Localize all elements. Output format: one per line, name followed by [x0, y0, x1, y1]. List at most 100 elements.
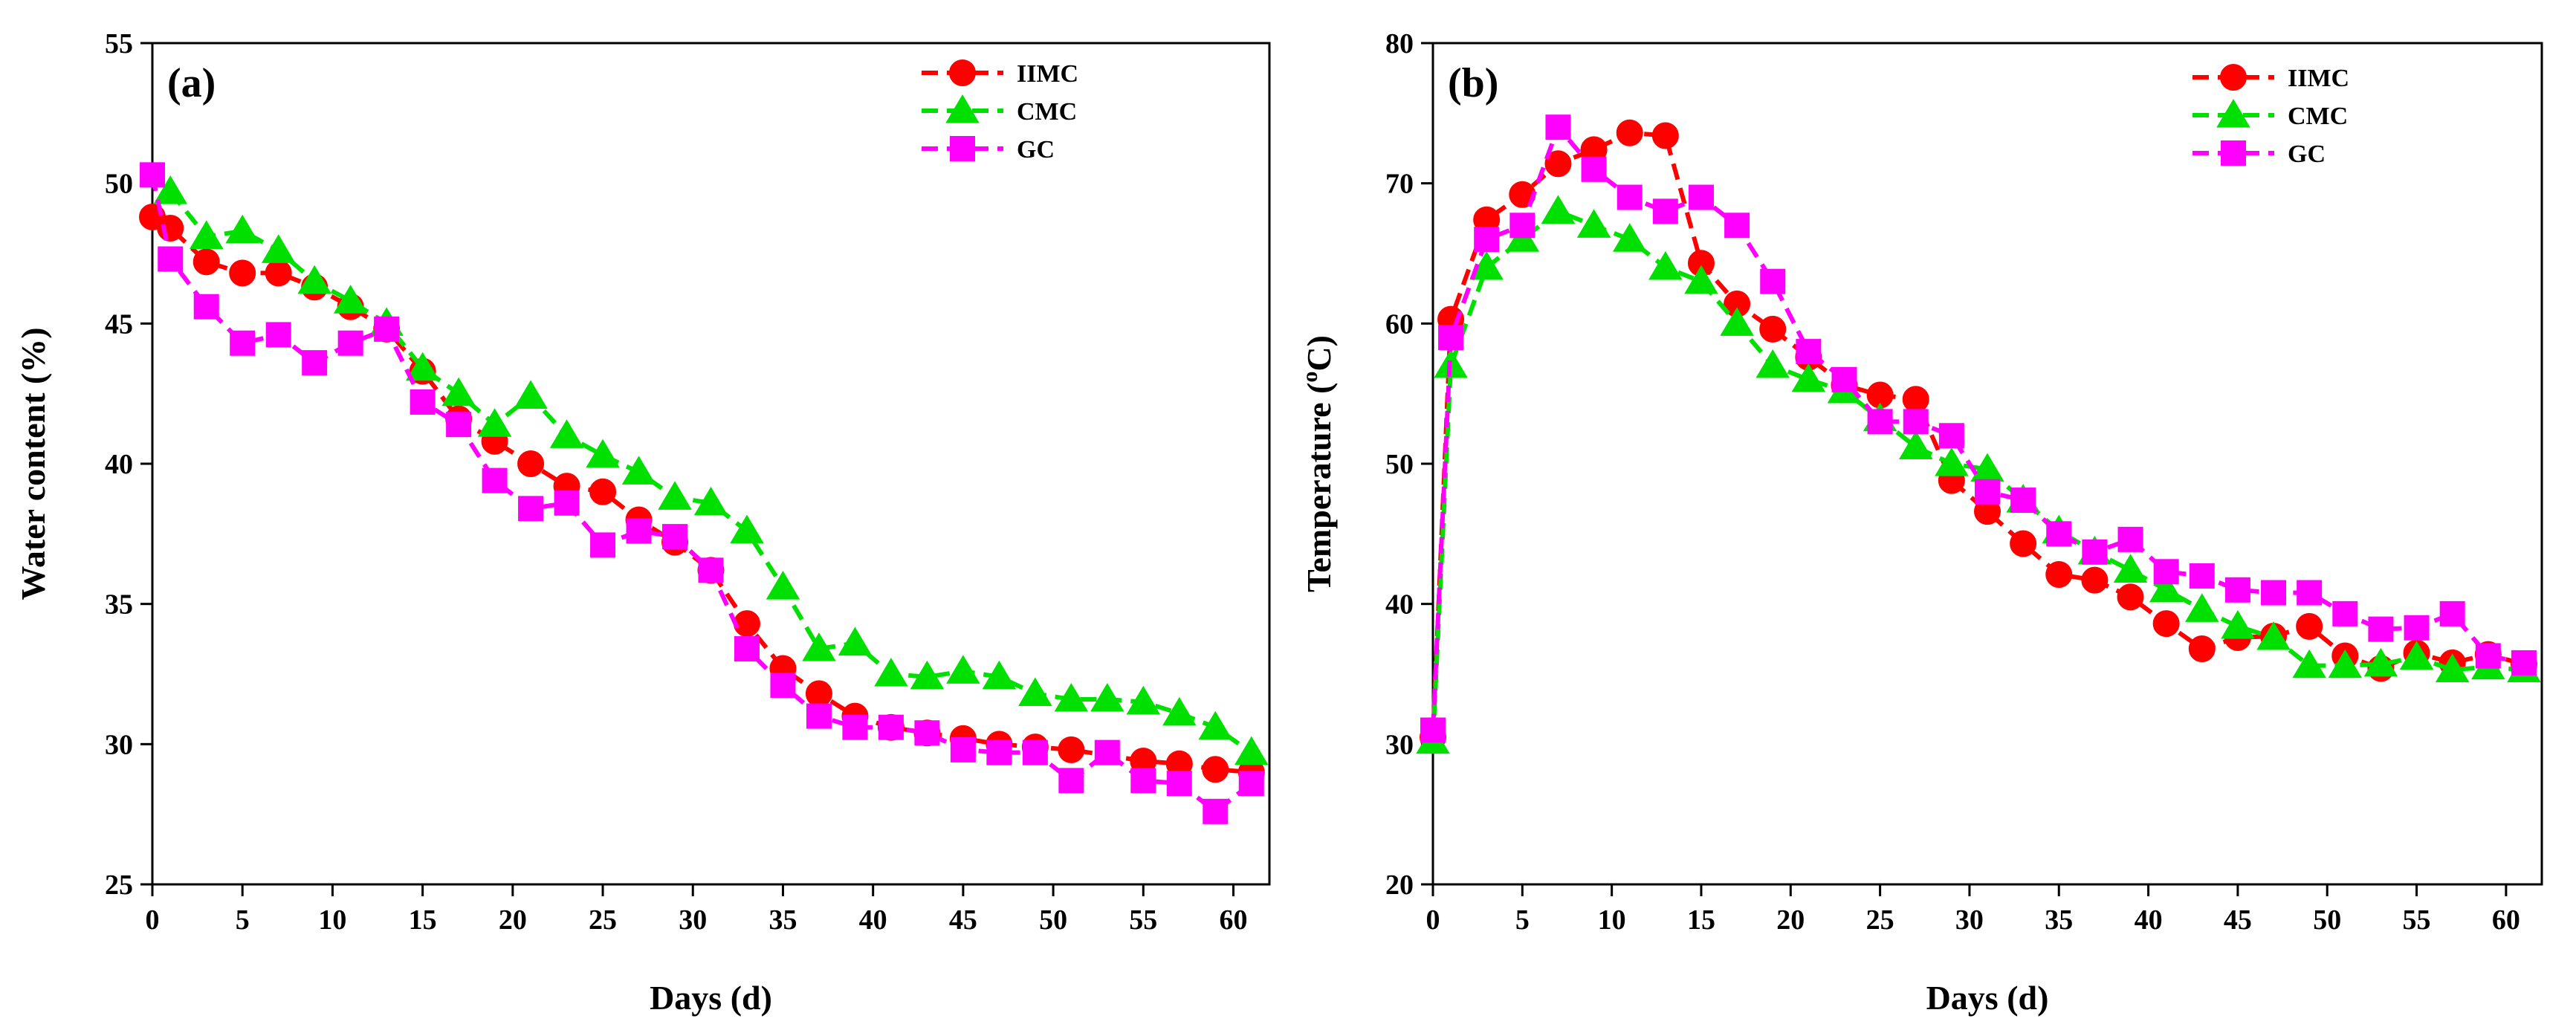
data-point: [1545, 114, 1571, 140]
data-point: [1198, 710, 1233, 740]
data-point: [333, 285, 368, 314]
data-point: [2404, 615, 2430, 641]
data-point: [1938, 423, 1964, 449]
data-point: [1166, 771, 1192, 797]
data-point: [158, 246, 184, 272]
data-point: [950, 736, 976, 762]
data-point: [441, 377, 476, 407]
x-tick-label: 30: [1955, 904, 1984, 936]
data-point: [2297, 580, 2323, 606]
legend-label: CMC: [2288, 103, 2348, 130]
data-point: [838, 626, 873, 656]
y-tick-label: 20: [1385, 870, 1414, 901]
data-point: [265, 322, 291, 348]
data-point: [1759, 315, 1787, 343]
data-point: [802, 632, 836, 661]
data-point: [770, 673, 796, 699]
data-point: [140, 162, 165, 188]
panel-a-water-content-chart: 0 5 10 15 20 25 30 35 40 45 50 55 60 25 30 35 40 45 50 55 Da…: [14, 28, 1271, 1017]
data-point: [2149, 573, 2184, 603]
x-axis-title: Days (d): [1926, 979, 2049, 1017]
y-tick-label: 45: [105, 308, 133, 340]
y-axis-title: Temperature (oC): [1298, 335, 1338, 592]
y-tick-label: 60: [1385, 308, 1414, 340]
data-point: [1022, 739, 1048, 765]
data-point: [1438, 325, 1464, 351]
x-tick-label: 50: [1039, 904, 1067, 936]
y-tick-label: 50: [1385, 449, 1414, 480]
data-point: [2511, 650, 2537, 676]
y-tick-label: 55: [105, 28, 133, 59]
data-point: [477, 408, 512, 437]
data-point: [337, 330, 363, 356]
data-point: [265, 259, 292, 287]
y-tick-label: 30: [1385, 729, 1414, 760]
data-point: [914, 720, 940, 746]
y-axis-title-part: C): [1300, 335, 1338, 372]
data-point: [590, 532, 616, 558]
data-point: [1760, 268, 1786, 294]
data-point: [230, 330, 256, 356]
data-point: [2328, 649, 2363, 679]
data-point: [1796, 339, 1822, 365]
data-point: [1581, 156, 1607, 182]
series-iimc: [1420, 119, 2537, 751]
data-point: [1617, 184, 1643, 210]
data-point: [549, 419, 584, 448]
data-point: [518, 496, 544, 522]
data-point: [1898, 430, 1933, 459]
data-point: [1474, 227, 1500, 253]
data-point: [1903, 409, 1929, 435]
data-point: [410, 389, 436, 415]
data-point: [482, 467, 508, 493]
data-point: [1652, 198, 1678, 224]
data-point: [2435, 653, 2470, 682]
data-point: [2189, 563, 2215, 589]
x-axis-title: Days (d): [650, 979, 772, 1017]
data-point: [2332, 600, 2358, 626]
data-point: [766, 571, 800, 600]
data-point: [2046, 521, 2072, 547]
x-tick-label: 35: [768, 904, 797, 936]
x-tick-label: 50: [2313, 904, 2341, 936]
data-point: [554, 490, 580, 516]
data-point: [733, 610, 760, 638]
data-point: [1576, 209, 1611, 238]
y-tick-label: 25: [105, 870, 133, 901]
data-point: [225, 214, 259, 244]
x-tick-label: 30: [679, 904, 707, 936]
x-tick-label: 15: [409, 904, 437, 936]
data-point: [1684, 265, 1718, 294]
data-point: [2292, 649, 2326, 679]
legend-label: IIMC: [2288, 65, 2349, 92]
y-axis-title: Water content (%): [14, 327, 52, 600]
series-gc: [1420, 114, 2537, 743]
series-line: [151, 215, 1252, 775]
data-point: [874, 658, 908, 687]
legend-marker: [2216, 99, 2250, 128]
data-point: [302, 350, 328, 376]
data-point: [842, 714, 868, 740]
data-point: [806, 703, 832, 729]
data-point: [2296, 612, 2323, 640]
data-point: [1541, 195, 1576, 224]
legend-marker: [2220, 64, 2247, 91]
x-tick-label: 55: [1129, 904, 1157, 936]
x-tick-label: 60: [1220, 904, 1248, 936]
data-point: [1724, 213, 1750, 239]
data-point: [2368, 616, 2394, 642]
legend: IIMC CMC GC: [2192, 64, 2349, 168]
data-point: [658, 481, 692, 510]
legend-marker: [950, 136, 975, 161]
data-point: [910, 660, 945, 690]
y-tick-label: 35: [105, 589, 133, 621]
data-point: [1612, 223, 1647, 252]
x-tick-label: 40: [859, 904, 887, 936]
data-point: [1935, 447, 1969, 476]
x-tick-label: 25: [1866, 904, 1894, 936]
data-point: [2363, 647, 2398, 677]
panel-label: (b): [1448, 60, 1498, 106]
data-point: [2475, 643, 2501, 669]
data-point: [297, 265, 331, 294]
data-point: [1090, 682, 1124, 712]
